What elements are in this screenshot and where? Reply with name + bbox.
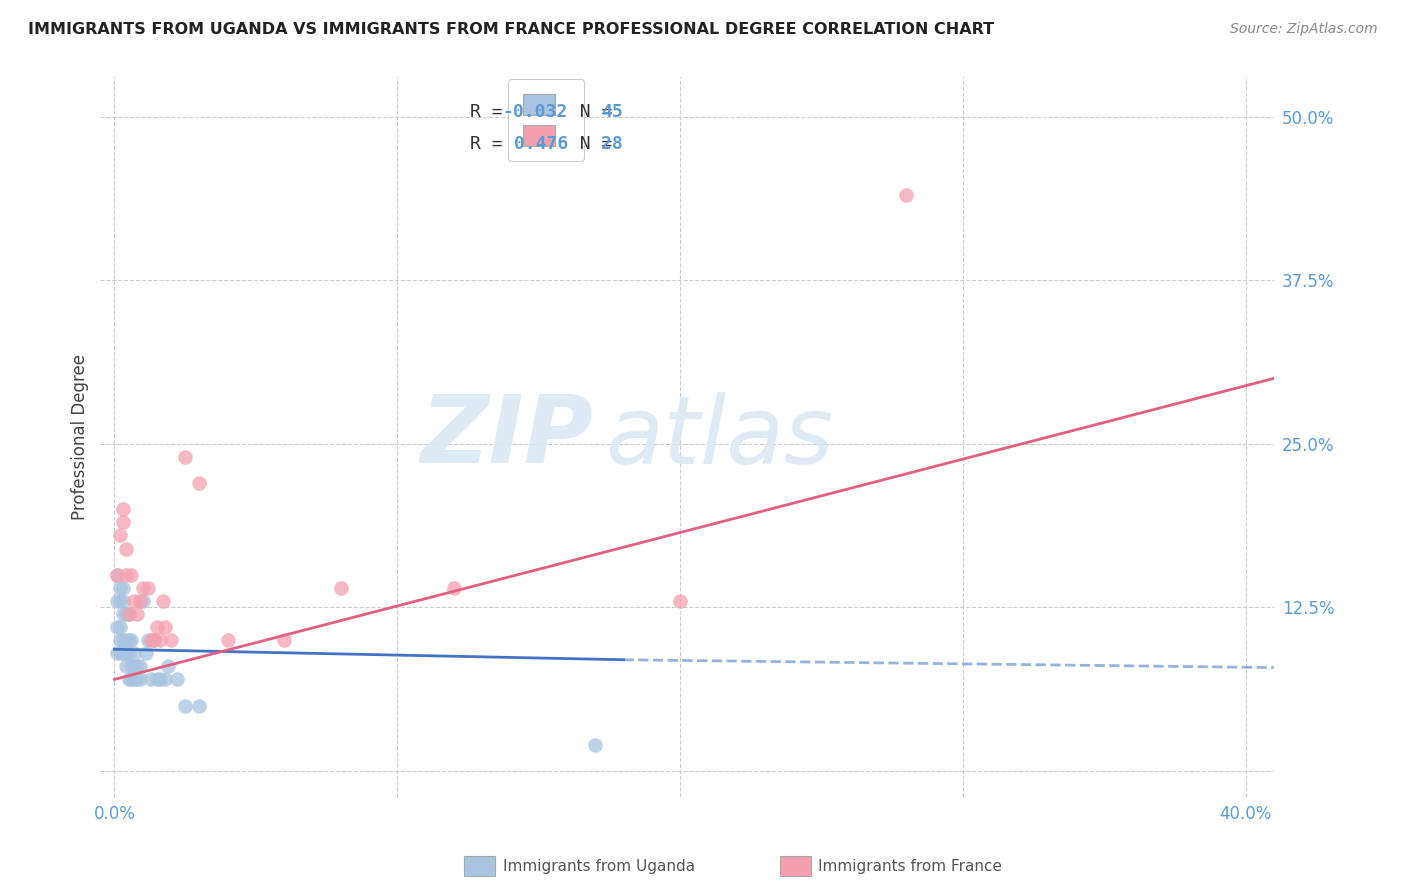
Point (329, 581, 352, 595)
Point (217, 633, 239, 648)
Point (138, 581, 160, 595)
Point (127, 607, 149, 621)
Point (111, 594, 134, 608)
Point (188, 698, 211, 713)
Point (132, 581, 155, 595)
Point (114, 646, 136, 660)
Point (108, 633, 131, 648)
Point (105, 567, 128, 582)
Point (174, 698, 197, 713)
Text: Immigrants from France: Immigrants from France (818, 859, 1002, 873)
Text: Immigrants from Uganda: Immigrants from Uganda (503, 859, 696, 873)
Point (124, 659, 146, 673)
Point (120, 567, 142, 582)
Point (120, 633, 142, 648)
Legend: , : , (509, 79, 583, 161)
Point (135, 646, 157, 660)
Text: Source: ZipAtlas.com: Source: ZipAtlas.com (1230, 22, 1378, 37)
Point (143, 633, 166, 648)
Point (114, 567, 136, 582)
Point (129, 673, 152, 687)
Point (149, 633, 172, 648)
Text: IMMIGRANTS FROM UGANDA VS IMMIGRANTS FROM FRANCE PROFESSIONAL DEGREE CORRELATION: IMMIGRANTS FROM UGANDA VS IMMIGRANTS FRO… (28, 22, 994, 37)
Text: -0.032: -0.032 (503, 103, 568, 120)
Point (117, 607, 139, 621)
Point (111, 581, 134, 595)
Point (108, 581, 131, 595)
Point (129, 659, 152, 673)
Point (117, 607, 139, 621)
Point (127, 659, 149, 673)
Point (157, 659, 180, 673)
Point (117, 646, 139, 660)
Point (146, 673, 169, 687)
Point (120, 659, 142, 673)
Point (111, 646, 134, 660)
Point (443, 581, 465, 595)
Point (132, 594, 155, 608)
Text: N =: N = (558, 135, 623, 153)
Point (141, 673, 163, 687)
Point (124, 673, 146, 687)
Text: 45: 45 (602, 103, 623, 120)
Text: R =: R = (470, 103, 513, 120)
Point (155, 620, 177, 634)
Point (149, 673, 172, 687)
Point (146, 620, 169, 634)
Text: atlas: atlas (605, 392, 834, 483)
Point (273, 633, 295, 648)
Point (124, 594, 146, 608)
Point (114, 607, 136, 621)
Point (117, 673, 139, 687)
Point (105, 567, 128, 582)
Point (105, 620, 128, 634)
Text: 28: 28 (602, 135, 623, 153)
Point (129, 594, 152, 608)
Point (117, 633, 139, 648)
Text: 0.476: 0.476 (503, 135, 568, 153)
Point (143, 633, 166, 648)
Text: R =: R = (470, 135, 513, 153)
Point (111, 633, 134, 648)
Point (141, 633, 163, 648)
Y-axis label: Professional Degree: Professional Degree (72, 354, 89, 520)
Point (105, 646, 128, 660)
Point (114, 541, 136, 556)
Point (896, 188, 918, 202)
Point (583, 738, 606, 752)
Point (111, 607, 134, 621)
Point (108, 528, 131, 542)
Point (174, 450, 197, 464)
Point (160, 633, 183, 648)
Point (105, 594, 128, 608)
Point (108, 594, 131, 608)
Point (108, 620, 131, 634)
Point (114, 633, 136, 648)
Point (108, 646, 131, 660)
Point (669, 594, 692, 608)
Point (120, 673, 142, 687)
Point (188, 476, 211, 491)
Point (111, 516, 134, 530)
Text: ZIP: ZIP (420, 392, 593, 483)
Point (166, 673, 188, 687)
Point (111, 502, 134, 516)
Point (114, 659, 136, 673)
Point (152, 594, 174, 608)
Point (124, 646, 146, 660)
Point (155, 673, 177, 687)
Text: N =: N = (558, 103, 623, 120)
Point (138, 633, 160, 648)
Point (127, 673, 149, 687)
